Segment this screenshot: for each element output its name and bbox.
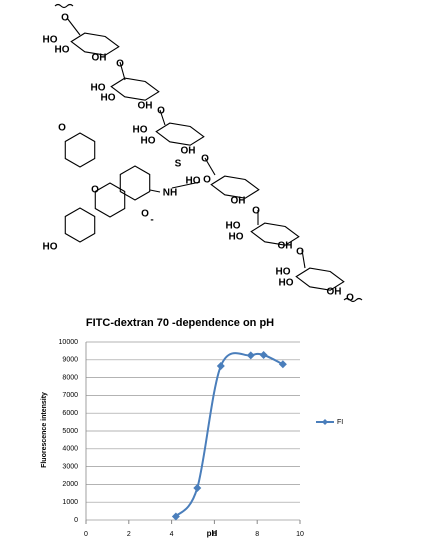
x-tick-label: 2 <box>127 531 131 538</box>
atom-label: HO <box>279 278 294 289</box>
atom-label: HO <box>226 221 241 232</box>
sugar-ring <box>295 267 345 291</box>
atom-label: O <box>203 175 211 186</box>
atom-label: O <box>58 123 66 134</box>
data-point <box>171 512 180 521</box>
atom-label: O <box>116 59 124 70</box>
atom-label: O <box>157 106 165 117</box>
y-tick-label: 0 <box>74 517 78 524</box>
sugar-ring <box>110 77 160 101</box>
atom-label: O <box>296 247 304 258</box>
atom-label: O <box>201 154 209 165</box>
x-axis-label: pH <box>207 529 218 538</box>
atom-label: HO <box>276 267 291 278</box>
atom-label: HO <box>91 83 106 94</box>
atom-label: O <box>61 13 69 24</box>
x-tick-label: 10 <box>296 531 304 538</box>
structure-bonds <box>54 3 363 303</box>
x-tick-label: 0 <box>84 531 88 538</box>
atom-label: HO <box>141 136 156 147</box>
aromatic-ring <box>119 165 151 201</box>
sugar-ring <box>250 222 300 246</box>
x-tick-label: 8 <box>255 531 259 538</box>
data-point <box>193 483 202 492</box>
atom-label: OH <box>181 146 196 157</box>
y-tick-label: 3000 <box>62 463 78 470</box>
atom-label: NH <box>163 188 177 199</box>
data-point <box>246 351 255 360</box>
y-tick-label: 7000 <box>62 392 78 399</box>
atom-label: HO <box>133 125 148 136</box>
data-point <box>259 350 268 359</box>
y-axis-label: Fluorescence intensity <box>41 392 48 468</box>
atom-label: HO <box>43 242 58 253</box>
atom-label: - <box>150 215 153 226</box>
atom-label: O <box>141 209 149 220</box>
bond <box>159 109 166 126</box>
atom-label: O <box>346 293 354 304</box>
legend-label: FI <box>337 419 343 426</box>
aromatic-ring <box>94 182 126 218</box>
atom-label: S <box>175 159 182 170</box>
sugar-ring <box>155 122 205 146</box>
atom-label: O <box>91 185 99 196</box>
atom-label: OH <box>92 53 107 64</box>
sugar-ring <box>210 175 260 199</box>
bond <box>119 61 126 81</box>
x-tick-label: 4 <box>170 531 174 538</box>
aromatic-ring <box>64 207 96 243</box>
atom-label: HO <box>186 176 201 187</box>
bond <box>204 157 216 176</box>
data-point <box>278 360 287 369</box>
sugar-ring <box>70 32 120 56</box>
y-tick-label: 5000 <box>62 428 78 435</box>
aromatic-ring <box>64 132 96 168</box>
atom-label: O <box>252 206 260 217</box>
atom-label: HO <box>43 35 58 46</box>
bond <box>171 181 201 189</box>
bond <box>301 249 306 269</box>
y-tick-label: 8000 <box>62 374 78 381</box>
y-tick-label: 2000 <box>62 481 78 488</box>
legend-marker <box>322 419 328 425</box>
atom-label: HO <box>101 93 116 104</box>
wavy-bond <box>54 3 74 9</box>
x-tick-label: 6 <box>212 531 216 538</box>
atom-label: HO <box>229 232 244 243</box>
atom-label: HO <box>55 45 70 56</box>
y-tick-label: 9000 <box>62 357 78 364</box>
atom-label: OH <box>138 101 153 112</box>
data-point <box>216 362 225 371</box>
y-tick-label: 4000 <box>62 446 78 453</box>
bond <box>149 189 161 193</box>
atom-label: OH <box>231 196 246 207</box>
y-tick-label: 10000 <box>59 339 79 346</box>
atom-label: OH <box>278 241 293 252</box>
chart-title: FITC-dextran 70 -dependence on pH <box>86 317 274 329</box>
y-tick-label: 6000 <box>62 410 78 417</box>
bond <box>66 17 81 36</box>
wavy-bond <box>343 297 363 303</box>
y-tick-label: 1000 <box>62 499 78 506</box>
atom-label: OH <box>327 287 342 298</box>
